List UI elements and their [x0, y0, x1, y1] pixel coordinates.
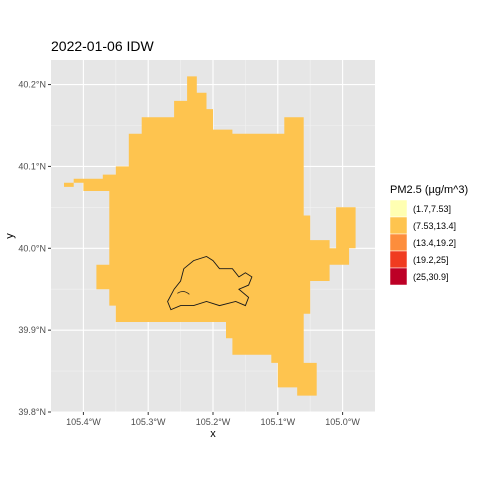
legend-key	[389, 216, 408, 235]
x-tick-label: 105.2°W	[196, 417, 231, 427]
raster-cells-class-7-53-13-4	[64, 76, 356, 396]
legend-label: (13.4,19.2]	[413, 238, 456, 248]
legend-title: PM2.5 (µg/m^3)	[390, 184, 468, 196]
y-tick-label: 40.1°N	[18, 161, 46, 171]
y-tick-label: 40.0°N	[18, 243, 46, 253]
y-tick-label: 39.9°N	[18, 325, 46, 335]
legend-key	[389, 233, 408, 252]
x-axis: 105.4°W 105.3°W 105.2°W 105.1°W 105.0°W	[66, 412, 360, 427]
x-tick-label: 105.4°W	[66, 417, 101, 427]
boundary-outline	[167, 256, 253, 311]
boundary-inner-line	[177, 291, 190, 295]
legend-key	[389, 267, 408, 286]
x-tick-label: 105.1°W	[260, 417, 295, 427]
y-tick-label: 39.8°N	[18, 407, 46, 417]
y-axis-title: y	[4, 233, 16, 239]
legend-entries: (1.7,7.53] (7.53,13.4] (13.4,19.2] (19.2,25…	[389, 199, 456, 286]
map-title: 2022-01-06 IDW	[51, 38, 155, 54]
legend-label: (7.53,13.4]	[413, 221, 456, 231]
legend-label: (25,30.9]	[413, 272, 449, 282]
boundary-layer	[167, 256, 253, 311]
y-axis: 39.8°N 39.9°N 40.0°N 40.1°N 40.2°N	[18, 80, 51, 417]
x-axis-title: x	[210, 428, 216, 440]
x-tick-label: 105.0°W	[325, 417, 360, 427]
legend-key	[389, 199, 408, 218]
idw-raster	[64, 76, 356, 396]
y-tick-label: 40.2°N	[18, 80, 46, 90]
x-tick-label: 105.3°W	[131, 417, 166, 427]
legend-label: (19.2,25]	[413, 255, 449, 265]
legend-key	[389, 250, 408, 269]
legend: PM2.5 (µg/m^3) (1.7,7.53] (7.53,13.4] (13.…	[389, 184, 468, 286]
legend-label: (1.7,7.53]	[413, 204, 451, 214]
